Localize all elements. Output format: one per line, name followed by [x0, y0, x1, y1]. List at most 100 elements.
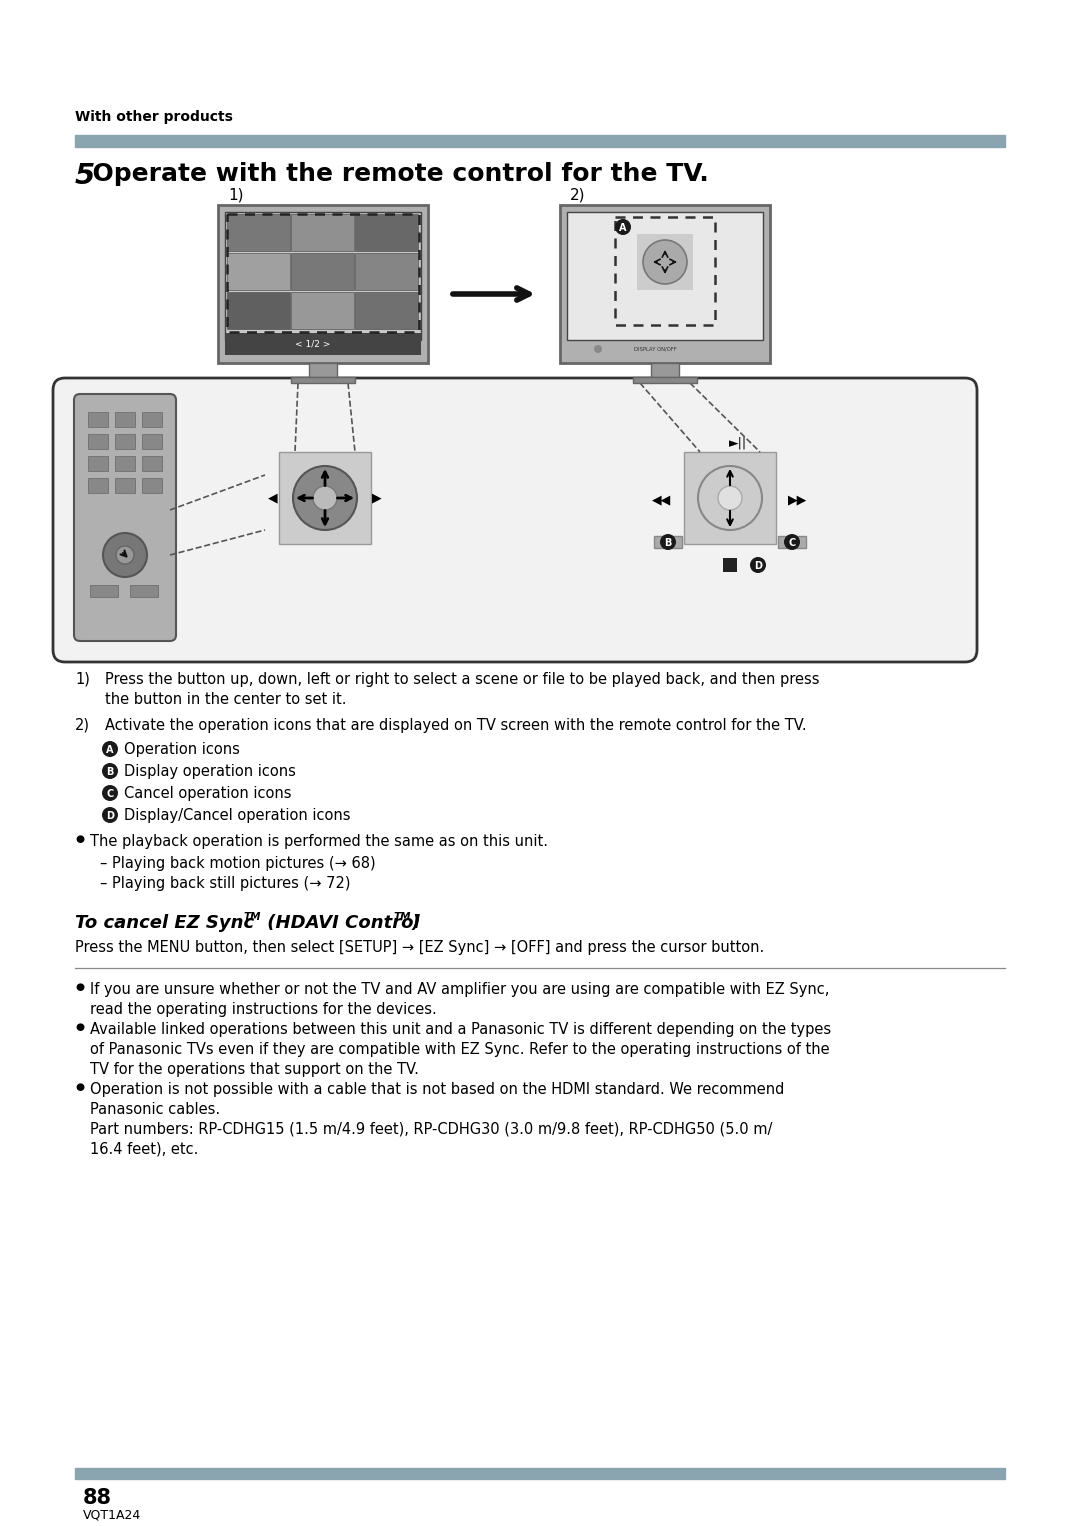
Text: ): ): [411, 914, 419, 932]
Text: DISPLAY ON/OFF: DISPLAY ON/OFF: [634, 346, 676, 351]
Text: 1): 1): [228, 188, 243, 201]
Circle shape: [293, 465, 357, 530]
Bar: [87, 478, 108, 493]
Text: (HDAVI Control: (HDAVI Control: [261, 914, 420, 932]
Bar: [684, 452, 777, 543]
Bar: [225, 212, 421, 340]
Text: 2): 2): [75, 719, 90, 732]
Text: < 1/2 >: < 1/2 >: [295, 339, 330, 348]
Bar: [291, 377, 355, 383]
Bar: [141, 478, 162, 493]
Circle shape: [102, 742, 118, 757]
Circle shape: [718, 485, 742, 510]
FancyBboxPatch shape: [75, 394, 176, 641]
Text: Part numbers: RP-CDHG15 (1.5 m/4.9 feet), RP-CDHG30 (3.0 m/9.8 feet), RP-CDHG50 : Part numbers: RP-CDHG15 (1.5 m/4.9 feet)…: [90, 1122, 772, 1137]
Bar: [114, 433, 135, 449]
Text: Press the MENU button, then select [SETUP] → [EZ Sync] → [OFF] and press the cur: Press the MENU button, then select [SETU…: [75, 940, 765, 955]
Bar: [87, 412, 108, 427]
Text: the button in the center to set it.: the button in the center to set it.: [105, 691, 347, 707]
Bar: [227, 214, 291, 250]
Text: TM: TM: [243, 913, 260, 922]
Bar: [723, 559, 737, 572]
Bar: [633, 377, 697, 383]
Circle shape: [313, 485, 337, 510]
Bar: [141, 433, 162, 449]
Text: of Panasonic TVs even if they are compatible with EZ Sync. Refer to the operatin: of Panasonic TVs even if they are compat…: [90, 1042, 829, 1058]
Text: Operation is not possible with a cable that is not based on the HDMI standard. W: Operation is not possible with a cable t…: [90, 1082, 784, 1097]
Bar: [291, 291, 354, 330]
Bar: [227, 291, 291, 330]
Bar: [141, 456, 162, 472]
Text: D: D: [106, 810, 114, 821]
Text: A: A: [106, 745, 113, 755]
Bar: [87, 456, 108, 472]
Text: C: C: [106, 789, 113, 800]
Text: ►||: ►||: [729, 436, 747, 450]
Circle shape: [784, 534, 800, 549]
Text: To cancel EZ Sync: To cancel EZ Sync: [75, 914, 254, 932]
Bar: [114, 456, 135, 472]
Circle shape: [615, 220, 631, 235]
Text: With other products: With other products: [75, 110, 233, 124]
Text: If you are unsure whether or not the TV and AV amplifier you are using are compa: If you are unsure whether or not the TV …: [90, 983, 829, 996]
Text: 5: 5: [75, 162, 95, 191]
Bar: [90, 584, 118, 597]
Circle shape: [594, 345, 602, 353]
Bar: [637, 233, 693, 290]
Text: 1): 1): [75, 671, 90, 687]
Text: Display/Cancel operation icons: Display/Cancel operation icons: [124, 807, 351, 823]
Bar: [355, 214, 418, 250]
Bar: [279, 452, 372, 543]
Bar: [75, 1468, 1005, 1479]
Bar: [355, 253, 418, 290]
Text: Cancel operation icons: Cancel operation icons: [124, 786, 292, 801]
Circle shape: [660, 534, 676, 549]
Bar: [291, 253, 354, 290]
Bar: [561, 204, 770, 363]
Bar: [778, 536, 806, 548]
Bar: [114, 478, 135, 493]
Text: ▶▶: ▶▶: [788, 493, 808, 507]
Bar: [291, 214, 354, 250]
Bar: [225, 333, 421, 356]
Text: read the operating instructions for the devices.: read the operating instructions for the …: [90, 1003, 436, 1016]
Bar: [87, 433, 108, 449]
Bar: [141, 412, 162, 427]
Bar: [654, 536, 681, 548]
Circle shape: [102, 784, 118, 801]
Circle shape: [750, 557, 766, 572]
Text: Activate the operation icons that are displayed on TV screen with the remote con: Activate the operation icons that are di…: [105, 719, 807, 732]
Text: Press the button up, down, left or right to select a scene or file to be played : Press the button up, down, left or right…: [105, 671, 820, 687]
Bar: [309, 363, 337, 377]
Text: ●: ●: [75, 1022, 84, 1032]
Bar: [651, 363, 679, 377]
Text: Operation icons: Operation icons: [124, 742, 240, 757]
Circle shape: [116, 546, 134, 565]
Text: ▶: ▶: [373, 491, 382, 505]
Text: TM: TM: [393, 913, 410, 922]
Circle shape: [102, 807, 118, 823]
Circle shape: [698, 465, 762, 530]
Text: D: D: [754, 562, 762, 571]
Bar: [218, 204, 428, 363]
Text: VQT1A24: VQT1A24: [83, 1508, 141, 1521]
Text: A: A: [619, 223, 626, 233]
Bar: [227, 253, 291, 290]
Text: Panasonic cables.: Panasonic cables.: [90, 1102, 220, 1117]
Text: C: C: [788, 539, 796, 548]
FancyBboxPatch shape: [53, 378, 977, 662]
Text: B: B: [664, 539, 672, 548]
Circle shape: [643, 240, 687, 284]
Text: 88: 88: [83, 1488, 112, 1508]
Text: – Playing back still pictures (→ 72): – Playing back still pictures (→ 72): [100, 876, 351, 891]
Text: The playback operation is performed the same as on this unit.: The playback operation is performed the …: [90, 835, 548, 848]
Text: ●: ●: [75, 1082, 84, 1093]
Bar: [75, 134, 1005, 146]
Text: 16.4 feet), etc.: 16.4 feet), etc.: [90, 1141, 199, 1157]
Text: – Playing back motion pictures (→ 68): – Playing back motion pictures (→ 68): [100, 856, 376, 871]
Bar: [130, 584, 158, 597]
Text: Available linked operations between this unit and a Panasonic TV is different de: Available linked operations between this…: [90, 1022, 832, 1038]
Text: Operate with the remote control for the TV.: Operate with the remote control for the …: [75, 162, 708, 186]
Text: 2): 2): [570, 188, 585, 201]
Text: ●: ●: [75, 983, 84, 992]
